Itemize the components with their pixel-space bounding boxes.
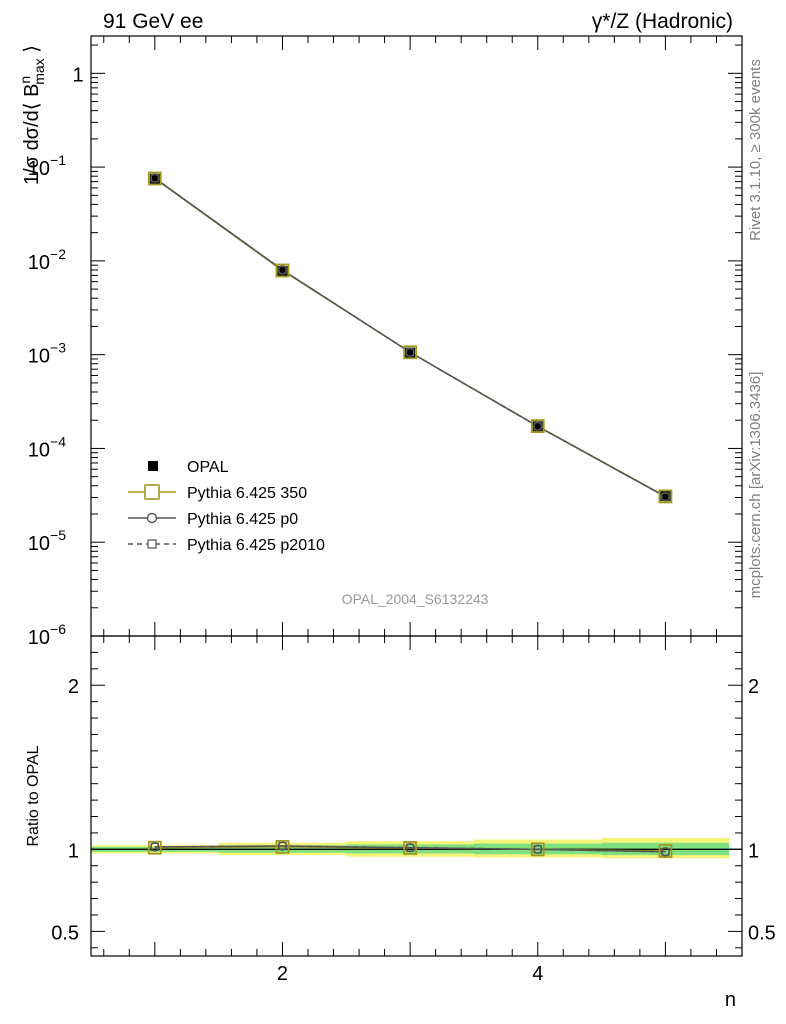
ratio-panel: 0.5 0.5 1 1 2 2: [51, 635, 776, 957]
main-axis-ticks: [91, 36, 742, 637]
main-y-tick-labels: 1 10−1 10−2 10−3 10−4 10−5 10−6: [28, 64, 84, 649]
legend-label-3: Pythia 6.425 p2010: [187, 537, 325, 554]
ratio-y-tick-label-right: 2: [748, 676, 759, 698]
rivet-note: Rivet 3.1.10, ≥ 300k events: [747, 59, 764, 241]
main-point-1: [275, 263, 290, 278]
main-point-3: [533, 422, 542, 431]
main-y-axis-label-text: 1/σ dσ/d⟨ Bnmax ⟩: [17, 45, 47, 185]
main-point-0: [277, 265, 288, 276]
ratio-point-0: [147, 840, 162, 855]
ratio-y-tick-label-right: 1: [748, 840, 759, 862]
legend: OPAL Pythia 6.425 350 Pythia 6.425 p0 Pythi…: [128, 459, 325, 554]
ratio-y-tick-labels: 0.5 0.5 1 1 2 2: [51, 676, 776, 944]
legend-marker-2: [146, 512, 158, 524]
ratio-point-0: [403, 841, 418, 855]
ratio-plot-frame: [90, 635, 743, 957]
main-line-3: [154, 177, 666, 498]
main-y-tick-label: 10−2: [28, 246, 66, 274]
main-point-0: [660, 491, 671, 502]
main-point-3: [278, 265, 287, 275]
main-y-tick-label: 10−1: [28, 152, 66, 180]
main-point-1: [658, 489, 673, 504]
legend-marker-3: [147, 539, 157, 549]
main-line-1: [154, 177, 666, 498]
main-y-tick-label: 10−3: [28, 340, 66, 368]
main-series-lines: [154, 177, 666, 498]
main-point-3: [150, 174, 159, 183]
ratio-y-tick-label: 2: [68, 676, 79, 698]
legend-label-2: Pythia 6.425 p0: [187, 511, 298, 528]
ratio-point-0: [530, 842, 545, 857]
main-point-0: [149, 173, 160, 184]
main-point-1: [530, 419, 545, 434]
ratio-y-axis-label: Ratio to OPAL: [25, 745, 42, 846]
ratio-axis-ticks: [91, 636, 742, 956]
legend-label-0: OPAL: [187, 459, 229, 476]
main-point-3: [406, 348, 415, 357]
ratio-point-2: [278, 841, 287, 851]
x-tick-label: 4: [532, 963, 543, 985]
main-point-0: [532, 421, 543, 432]
process-label: γ*/Z (Hadronic): [592, 10, 733, 33]
ratio-point-0: [275, 839, 290, 854]
ratio-point-2: [661, 847, 670, 856]
mcplots-note: mcplots.cern.ch [arXiv:1306.3436]: [747, 372, 764, 599]
main-point-1: [403, 345, 418, 360]
ratio-line-2: [154, 845, 666, 853]
ratio-y-tick-label: 1: [68, 840, 79, 862]
main-point-1: [147, 171, 162, 186]
analysis-id-label: OPAL_2004_S6132243: [342, 591, 489, 607]
main-y-axis-label: 1/σ dσ/d⟨ Bnmax ⟩: [17, 45, 47, 185]
ratio-point-2: [533, 845, 542, 854]
main-point-3: [661, 492, 670, 501]
main-y-tick-label: 10−4: [28, 433, 66, 461]
legend-label-1: Pythia 6.425 350: [187, 485, 307, 502]
ratio-point-2: [406, 843, 415, 852]
energy-label: 91 GeV ee: [103, 10, 203, 33]
ratio-point-0: [658, 844, 673, 858]
main-y-tick-label: 1: [72, 64, 83, 86]
legend-marker-1: [144, 484, 160, 500]
ratio-point-2: [150, 842, 159, 851]
main-point-0: [405, 347, 416, 358]
x-axis-label: n: [725, 989, 736, 1011]
x-tick-label: 2: [277, 963, 288, 985]
ratio-y-tick-label-right: 0.5: [748, 922, 776, 944]
legend-marker-opal: [148, 461, 158, 471]
ratio-series-lines: [154, 845, 666, 853]
ratio-series-markers: [147, 839, 673, 858]
ratio-y-tick-label: 0.5: [51, 922, 79, 944]
main-y-tick-label: 10−5: [28, 527, 66, 555]
main-panel: 1 10−1 10−2 10−3 10−4 10−5 10−6 OPAL_2004_S613…: [28, 35, 743, 649]
main-line-2: [154, 177, 666, 498]
main-series-markers: [147, 171, 673, 504]
main-y-tick-label: 10−6: [28, 621, 66, 649]
